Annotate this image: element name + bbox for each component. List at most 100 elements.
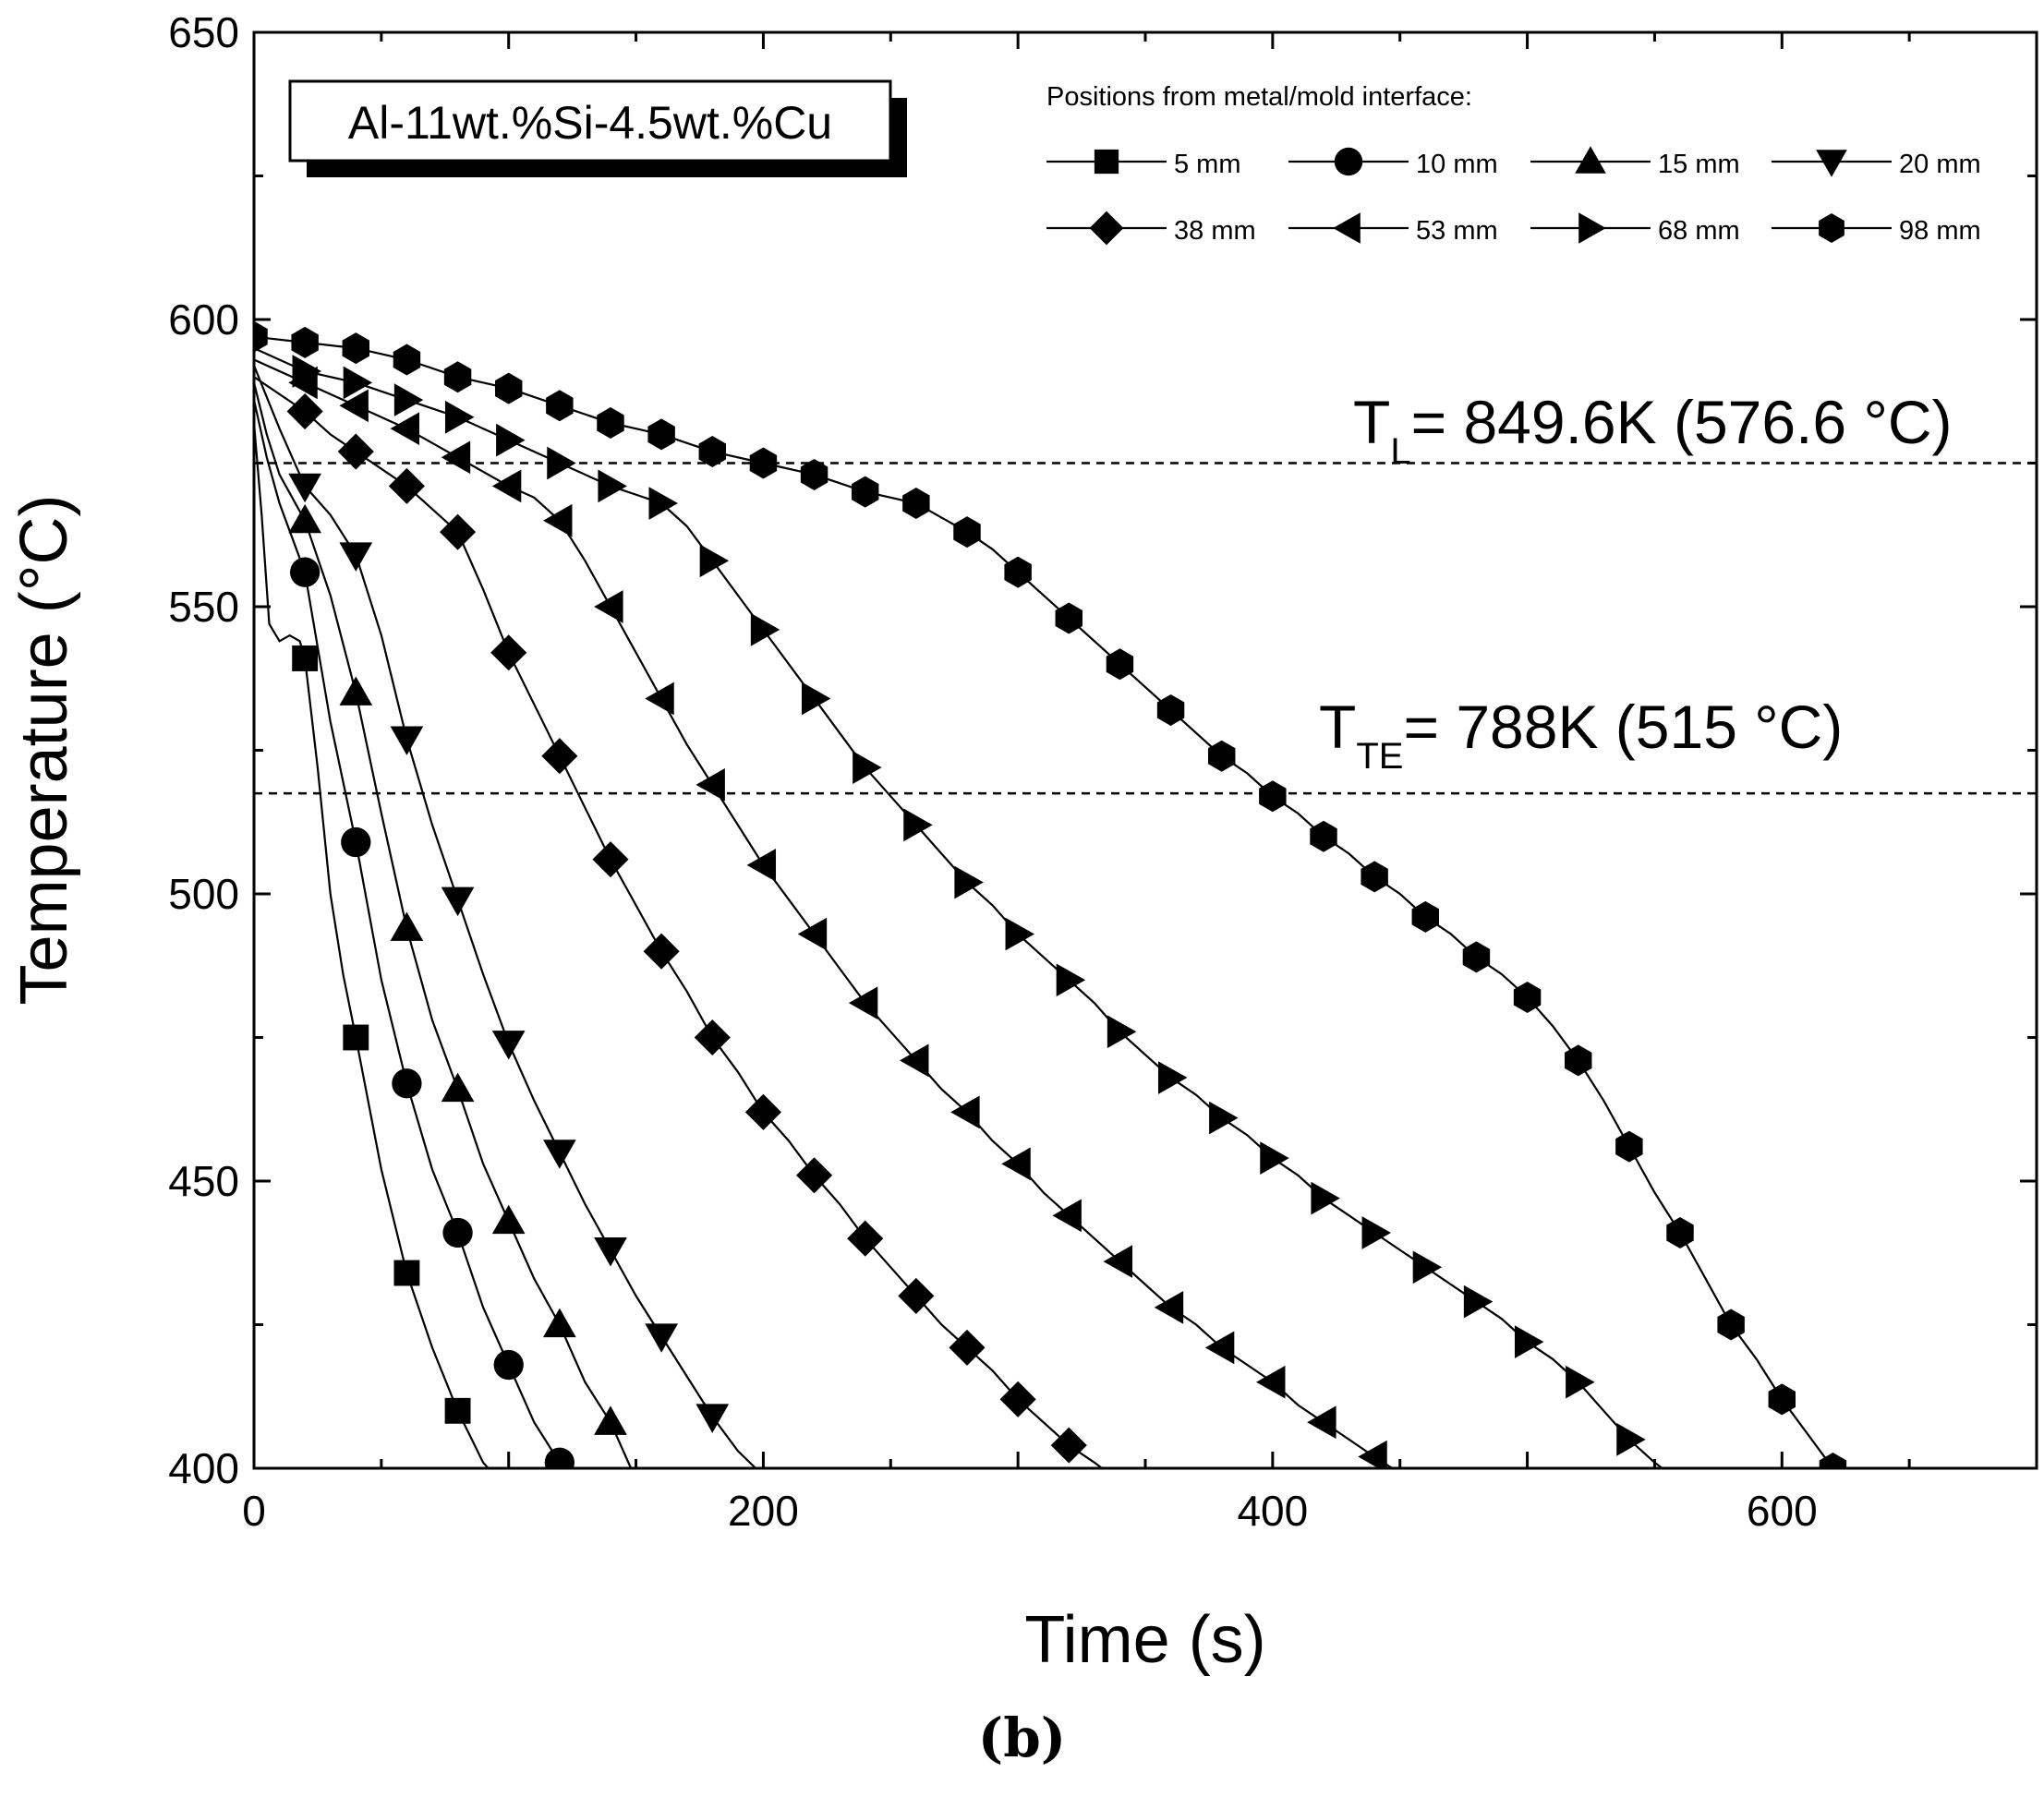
series-10-mm [254,399,575,1468]
data-point [750,613,780,646]
data-point [954,865,984,899]
data-point [1513,981,1542,1013]
data-point [848,986,878,1020]
data-point [949,1329,986,1366]
data-point [390,726,424,755]
data-point [544,1447,575,1468]
series-38-mm [254,376,1103,1468]
series-line [254,347,1663,1468]
data-point [1157,1061,1188,1094]
data-point [393,383,424,416]
legend-label: 98 mm [1899,216,1981,246]
legend-label: 53 mm [1416,216,1498,246]
liquidus-label: TL= 849.6K (576.6 °C) [1353,388,1953,472]
data-point [1307,1405,1336,1440]
legend-entry: 98 mm [1772,213,1981,246]
data-point [286,392,323,430]
series-line [254,358,1393,1468]
x-tick-label: 600 [1747,1487,1818,1535]
figure-label: (b) [977,1707,1067,1769]
data-point [903,808,933,842]
data-point [443,361,472,393]
legend-title: Positions from metal/mold interface: [1046,82,1472,112]
data-point [291,326,319,358]
series-20-mm [254,365,756,1468]
data-point [1819,1453,1847,1468]
data-point [390,911,424,941]
axis-ticks [252,30,2038,1470]
data-point [1615,1130,1643,1163]
data-point [491,469,522,503]
data-point [341,826,371,858]
data-point [441,440,471,475]
data-point [1361,861,1388,893]
data-point [342,332,370,365]
data-point [1256,1365,1286,1399]
data-point [442,1217,473,1248]
data-point [597,406,624,439]
data-point [1463,1284,1494,1319]
legend-marker [1334,147,1363,176]
legend-marker [1333,212,1361,244]
legend-entry: 20 mm [1772,150,1981,179]
data-point [797,917,828,951]
series-line [254,335,1834,1468]
data-point [801,681,831,716]
data-point [744,1093,781,1130]
liquidus-label-main: T [1353,388,1390,456]
eutectic-label-main: T [1319,693,1356,761]
data-point [1768,1383,1796,1416]
data-point [289,557,321,587]
data-point [1616,1423,1646,1456]
data-point [292,645,319,671]
data-point [393,1260,420,1286]
eutectic-label-rest: = 788K (515 °C) [1403,693,1843,761]
data-point [749,447,778,479]
data-point [254,320,268,353]
data-point [645,681,674,716]
legend-entry: 10 mm [1288,147,1498,179]
data-point [1260,1141,1289,1175]
data-point [441,886,475,917]
data-point [853,751,882,785]
series-68-mm [254,347,1663,1468]
y-axis-title: Temperature (°C) [7,495,81,1006]
data-point [491,1204,526,1235]
y-tick-label: 600 [168,295,239,344]
series-line [254,382,633,1468]
data-point [392,1068,422,1099]
data-point [1154,1290,1184,1324]
data-point [746,849,777,882]
data-point [594,590,623,623]
data-point [695,1404,730,1433]
legend-label: 10 mm [1416,150,1498,179]
data-point [496,423,526,457]
y-tick-label: 500 [168,870,239,918]
data-point [390,412,420,446]
data-point [543,1308,576,1338]
legend-label: 5 mm [1174,150,1241,179]
data-point [288,473,321,503]
ternary-eutectic-label: TTE= 788K (515 °C) [1319,693,1843,777]
data-point [547,446,576,480]
data-point [1005,917,1034,951]
data-point [441,1072,475,1103]
data-point [339,389,369,423]
data-point [648,487,678,520]
legend-label: 38 mm [1174,216,1256,246]
legend-marker [1816,150,1847,177]
data-point [1050,1427,1087,1464]
data-point [592,841,629,878]
legend-entry: 68 mm [1530,212,1740,246]
data-point [288,503,321,534]
legend-marker [1089,211,1124,246]
data-point [1566,1365,1595,1399]
data-point [1156,693,1185,726]
data-point [1717,1309,1745,1341]
y-tick-label: 650 [168,8,239,56]
legend-label: 15 mm [1658,150,1740,179]
data-point [645,1323,678,1353]
data-point [1106,648,1134,681]
data-point [594,1405,627,1435]
legend-marker [1575,146,1606,174]
